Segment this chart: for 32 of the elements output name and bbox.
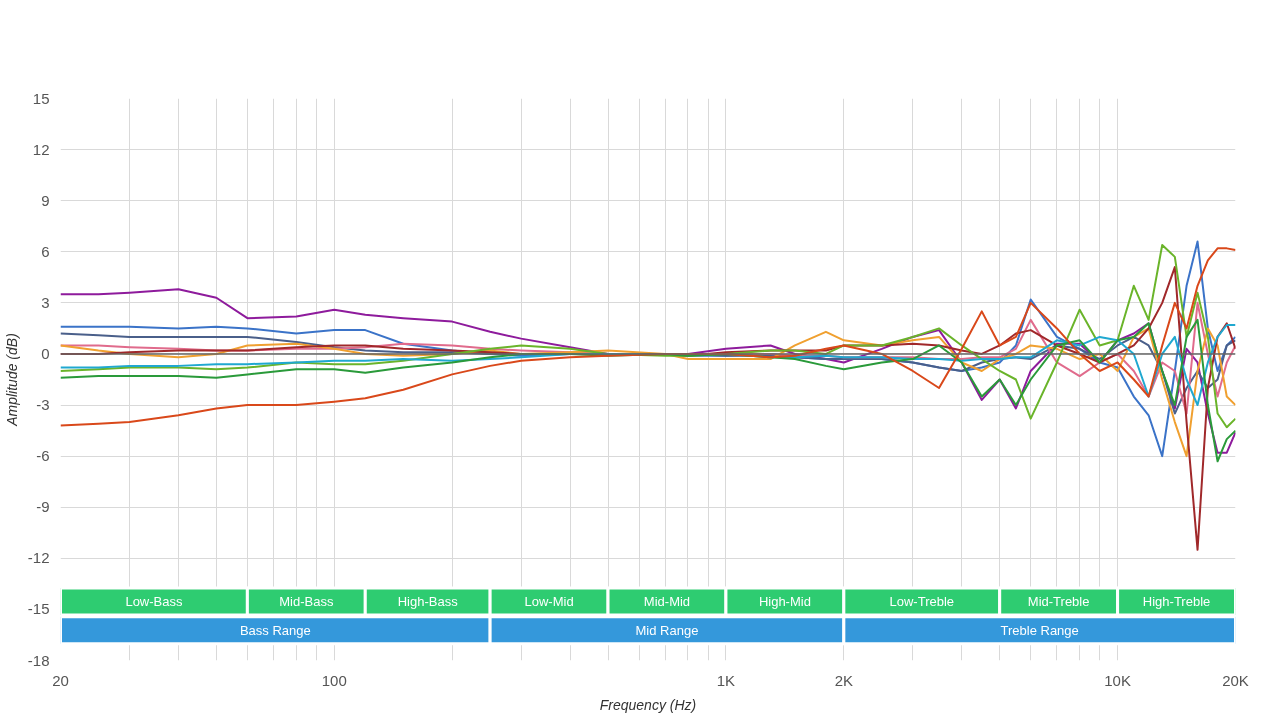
band-label: Treble Range	[1000, 622, 1079, 638]
y-tick-label: 9	[41, 191, 50, 209]
y-axis-title: Amplitude (dB)	[3, 333, 20, 427]
y-tick-label: 0	[41, 344, 50, 362]
band-label: Mid-Bass	[279, 593, 334, 609]
band-label: High-Mid	[758, 593, 811, 609]
band-label: Low-Treble	[889, 593, 955, 609]
y-tick-label: -15	[27, 600, 50, 618]
y-tick-label: -12	[27, 549, 50, 567]
band-label: Mid-Mid	[643, 593, 691, 609]
y-tick-label: 3	[41, 293, 50, 311]
x-tick-label: 10K	[1104, 671, 1131, 689]
band-label: High-Bass	[397, 593, 459, 609]
y-tick-label: -18	[27, 651, 50, 669]
x-tick-label: 1K	[716, 671, 736, 689]
y-tick-label: 12	[32, 140, 50, 158]
x-axis-title: Frequency (Hz)	[599, 696, 697, 713]
band-label: Low-Bass	[125, 593, 183, 609]
y-tick-label: 15	[32, 89, 50, 107]
x-tick-label: 20K	[1222, 671, 1249, 689]
band-label: Mid-Treble	[1027, 593, 1090, 609]
y-tick-label: -3	[36, 396, 50, 414]
band-label: Low-Mid	[524, 593, 574, 609]
band-label: High-Treble	[1142, 593, 1211, 609]
y-tick-label: 6	[41, 242, 50, 260]
x-tick-label: 20	[52, 671, 69, 689]
band-label: Mid Range	[635, 622, 699, 638]
y-tick-label: -6	[36, 447, 50, 465]
x-tick-label: 100	[321, 671, 347, 689]
y-tick-label: -9	[36, 498, 50, 516]
band-label: Bass Range	[239, 622, 311, 638]
x-tick-label: 2K	[834, 671, 854, 689]
